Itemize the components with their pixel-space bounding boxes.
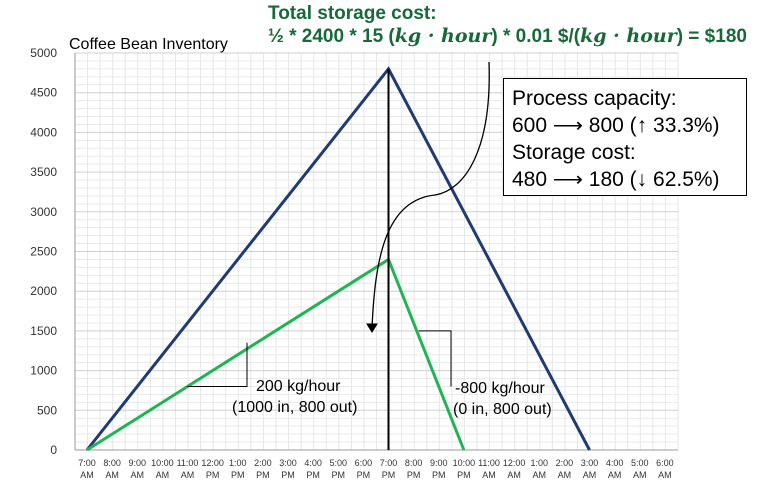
- y-tick-label: 3500: [30, 165, 57, 179]
- x-tick-ampm: PM: [281, 470, 295, 480]
- x-tick-time: 3:00: [279, 458, 297, 468]
- outflow-rate-detail: (0 in, 800 out): [453, 401, 552, 418]
- x-tick-ampm: AM: [533, 470, 547, 480]
- x-tick-ampm: PM: [407, 470, 421, 480]
- x-tick-time: 7:00: [78, 458, 96, 468]
- formula-unit-1: kg · hour: [394, 25, 492, 47]
- chart-title: Coffee Bean Inventory: [69, 36, 228, 53]
- outflow-rate-label: -800 kg/hour: [455, 380, 545, 397]
- x-tick-time: 3:00: [581, 458, 599, 468]
- x-tick-ampm: PM: [306, 470, 320, 480]
- x-tick-ampm: AM: [558, 470, 572, 480]
- x-tick-ampm: AM: [507, 470, 521, 480]
- y-tick-label: 2500: [30, 245, 57, 259]
- y-tick-label: 4500: [30, 86, 57, 100]
- x-tick-ampm: PM: [457, 470, 471, 480]
- storage-cost-formula: Total storage cost: ½ * 2400 * 15 (kg · …: [268, 2, 747, 48]
- y-tick-label: 1000: [30, 364, 57, 378]
- y-tick-label: 3000: [30, 205, 57, 219]
- summary-capacity-value: 600 ⟶ 800 (↑ 33.3%): [512, 114, 720, 137]
- y-tick-label: 500: [37, 403, 57, 417]
- x-tick-ampm: PM: [206, 470, 220, 480]
- formula-arrow-curve: [371, 61, 490, 329]
- x-tick-time: 10:00: [151, 458, 174, 468]
- y-tick-label: 4000: [30, 125, 57, 139]
- x-tick-time: 4:00: [304, 458, 322, 468]
- y-tick-label: 5000: [30, 46, 57, 60]
- outflow-leader-line: [418, 330, 452, 387]
- summary-capacity-label: Process capacity:: [512, 87, 677, 110]
- x-tick-ampm: AM: [80, 470, 94, 480]
- chart-axes: [74, 53, 678, 451]
- x-tick-time: 2:00: [556, 458, 574, 468]
- x-tick-ampm: PM: [256, 470, 270, 480]
- summary-storage-label: Storage cost:: [512, 141, 636, 164]
- x-tick-ampm: PM: [231, 470, 245, 480]
- formula-expression: ½ * 2400 * 15 (kg · hour) * 0.01 $/(kg ·…: [268, 25, 747, 48]
- x-tick-ampm: AM: [633, 470, 647, 480]
- x-tick-time: 10:00: [453, 458, 476, 468]
- x-tick-time: 1:00: [530, 458, 548, 468]
- x-tick-ampm: AM: [181, 470, 195, 480]
- y-tick-label: 0: [50, 443, 57, 457]
- x-tick-time: 11:00: [478, 458, 500, 468]
- x-tick-time: 1:00: [229, 458, 247, 468]
- x-tick-ampm: AM: [482, 470, 496, 480]
- x-tick-time: 5:00: [329, 458, 347, 468]
- x-tick-time: 6:00: [656, 458, 674, 468]
- x-tick-ampm: PM: [432, 470, 446, 480]
- y-tick-label: 2000: [30, 284, 57, 298]
- x-tick-ampm: PM: [357, 470, 371, 480]
- chart-annotation-lines: [187, 61, 490, 450]
- x-tick-time: 2:00: [254, 458, 272, 468]
- inflow-leader-line: [187, 342, 248, 387]
- x-tick-time: 6:00: [355, 458, 373, 468]
- formula-part-1: ½ * 2400 * 15 (: [268, 26, 395, 47]
- x-tick-ampm: AM: [658, 470, 672, 480]
- x-tick-ampm: PM: [382, 470, 396, 480]
- x-tick-ampm: PM: [332, 470, 346, 480]
- x-tick-time: 8:00: [405, 458, 423, 468]
- formula-unit-2: kg · hour: [580, 25, 677, 47]
- x-tick-ampm: AM: [105, 470, 119, 480]
- summary-box: Process capacity: 600 ⟶ 800 (↑ 33.3%) St…: [503, 78, 747, 196]
- x-tick-time: 4:00: [606, 458, 624, 468]
- formula-part-3: ) = $180: [676, 26, 747, 47]
- x-tick-time: 5:00: [631, 458, 649, 468]
- y-tick-labels: 0 500 1000 1500 2000 2500 3000 3500 4000 4500 5000: [30, 46, 57, 457]
- x-tick-ampm: AM: [131, 470, 145, 480]
- x-tick-time: 12:00: [201, 458, 224, 468]
- x-tick-time: 9:00: [430, 458, 448, 468]
- x-tick-time: 12:00: [503, 458, 526, 468]
- x-tick-ampm: AM: [156, 470, 170, 480]
- inflow-rate-label: 200 kg/hour: [256, 378, 341, 395]
- outflow-rate-annotation: -800 kg/hour (0 in, 800 out): [453, 378, 552, 420]
- inflow-rate-annotation: 200 kg/hour (1000 in, 800 out): [232, 376, 357, 418]
- formula-part-2: ) * 0.01 $/(: [491, 26, 581, 47]
- x-tick-time: 11:00: [177, 458, 199, 468]
- y-tick-label: 1500: [30, 324, 57, 338]
- formula-title: Total storage cost:: [268, 3, 437, 24]
- formula-arrow-head: [366, 323, 378, 333]
- inflow-rate-detail: (1000 in, 800 out): [232, 399, 358, 416]
- x-tick-labels: 7:00 AM 8:00 AM 9:00 AM 10:00 AM 11:00 AM 12:00 PM 1…: [78, 458, 673, 480]
- x-tick-ampm: AM: [608, 470, 622, 480]
- summary-storage-value: 480 ⟶ 180 (↓ 62.5%): [512, 168, 720, 191]
- x-tick-time: 8:00: [103, 458, 121, 468]
- x-tick-time: 7:00: [380, 458, 398, 468]
- x-tick-time: 9:00: [128, 458, 146, 468]
- x-tick-ampm: AM: [583, 470, 597, 480]
